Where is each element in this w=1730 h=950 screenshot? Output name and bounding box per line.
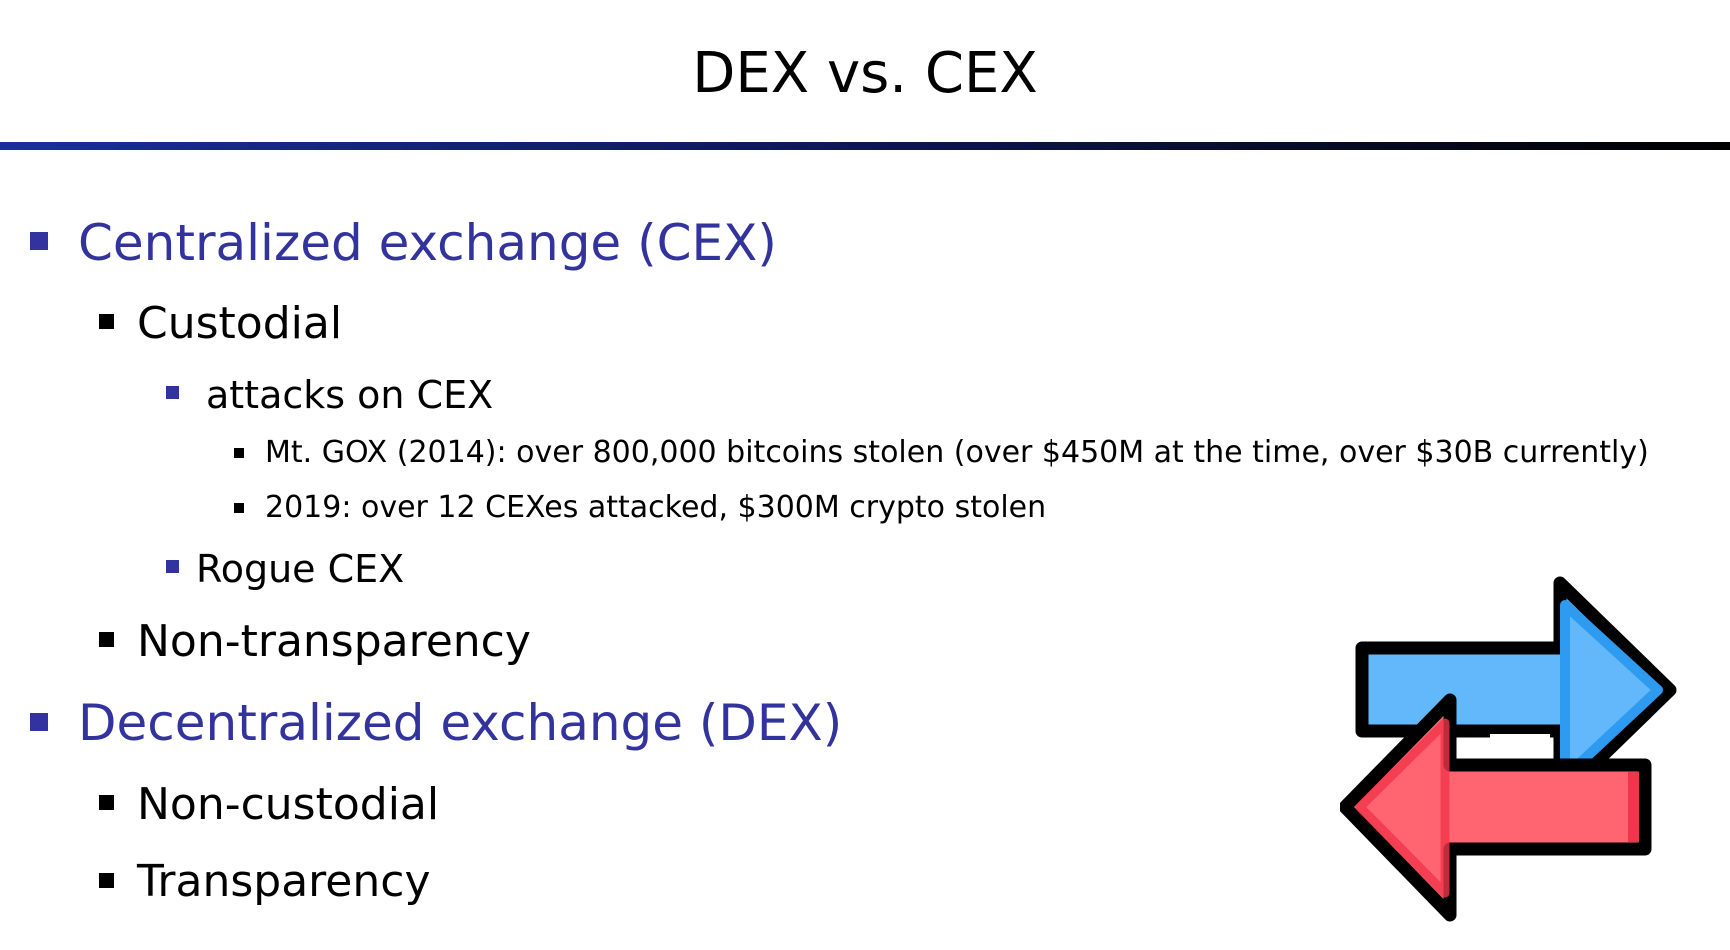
- square-bullet-icon: [30, 232, 48, 250]
- bullet-dex-text: Decentralized exchange (DEX): [78, 694, 843, 752]
- bullet-custodial-text: Custodial: [137, 298, 343, 349]
- square-bullet-icon: [99, 795, 114, 810]
- exchange-arrows-icon: [1340, 576, 1677, 922]
- square-bullet-icon: [234, 448, 244, 458]
- square-bullet-icon: [99, 632, 114, 647]
- square-bullet-icon: [30, 713, 48, 731]
- bullet-mtgox-text: Mt. GOX (2014): over 800,000 bitcoins st…: [265, 435, 1649, 470]
- bullet-non-custodial-text: Non-custodial: [137, 779, 440, 830]
- bullet-2019-text: 2019: over 12 CEXes attacked, $300M cryp…: [265, 490, 1047, 525]
- title-divider: [0, 142, 1730, 150]
- square-bullet-icon: [166, 560, 179, 573]
- square-bullet-icon: [99, 873, 114, 888]
- bullet-rogue-text: Rogue CEX: [196, 547, 405, 591]
- bullet-cex-text: Centralized exchange (CEX): [78, 214, 777, 272]
- square-bullet-icon: [99, 314, 114, 329]
- bullet-attacks-text: attacks on CEX: [206, 373, 494, 417]
- bullet-non-transparency-text: Non-transparency: [137, 616, 531, 667]
- square-bullet-icon: [166, 386, 179, 399]
- bullet-transparency-text: Transparency: [137, 856, 431, 907]
- slide-title: DEX vs. CEX: [692, 41, 1038, 106]
- square-bullet-icon: [234, 503, 244, 513]
